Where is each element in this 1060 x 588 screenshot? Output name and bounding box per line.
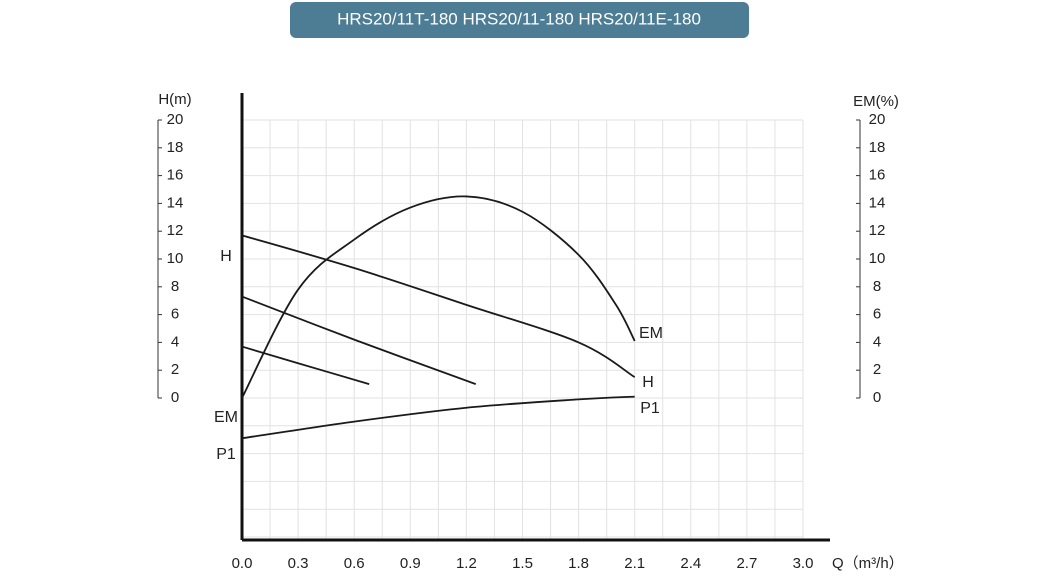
curve-label: P1 [640,400,660,417]
curve [241,195,636,399]
chart-title: HRS20/11T-180 HRS20/11-180 HRS20/11E-180 [337,9,701,28]
y2-tick-label: 0 [873,389,881,406]
curve-label: EM [214,409,238,426]
x-tick-label: 3.0 [793,555,814,572]
title-banner [290,2,749,38]
y2-tick-label: 2 [873,361,881,378]
x-tick-label: 2.7 [736,555,757,572]
x-axis-label: Q（m³/h） [832,555,904,572]
y2-tick-label: 20 [869,111,886,128]
y-tick-label: 10 [167,250,184,267]
y-tick-label: 6 [171,306,179,323]
y-tick-label: 8 [171,278,179,295]
y2-tick-label: 16 [869,167,886,184]
curve [241,395,635,440]
y2-tick-label: 4 [873,333,881,350]
curve-label: H [220,248,232,265]
y2-tick-label: 18 [869,139,886,156]
x-tick-label: 0.6 [344,555,365,572]
y2-tick-label: 14 [869,194,886,211]
curve-label: P1 [216,446,236,463]
y-tick-label: 12 [167,222,184,239]
x-tick-label: 2.4 [680,555,701,572]
y-tick-label: 0 [171,389,179,406]
x-tick-label: 0.0 [232,555,253,572]
y2-axis-label: EM(%) [853,93,899,110]
y-tick-label: 14 [167,194,184,211]
y-tick-label: 18 [167,139,184,156]
y-axis-label: H(m) [158,91,191,108]
x-tick-label: 2.1 [624,555,645,572]
curve [241,295,477,385]
x-tick-label: 1.8 [568,555,589,572]
curve [241,234,636,378]
curve-label: H [642,374,654,391]
y-tick-label: 2 [171,361,179,378]
curve-label: EM [639,325,663,342]
y2-tick-label: 10 [869,250,886,267]
y-tick-label: 4 [171,333,179,350]
curve [241,345,370,385]
y2-tick-label: 12 [869,222,886,239]
y2-tick-label: 6 [873,306,881,323]
y-tick-label: 16 [167,167,184,184]
x-tick-label: 0.3 [288,555,309,572]
x-tick-label: 1.5 [512,555,533,572]
x-tick-label: 1.2 [456,555,477,572]
y2-tick-label: 8 [873,278,881,295]
y-tick-label: 20 [167,111,184,128]
x-tick-label: 0.9 [400,555,421,572]
